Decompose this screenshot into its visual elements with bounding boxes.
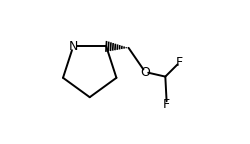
Text: F: F xyxy=(176,56,183,69)
Text: N: N xyxy=(68,40,78,53)
Text: O: O xyxy=(140,66,150,78)
Text: F: F xyxy=(163,98,170,111)
